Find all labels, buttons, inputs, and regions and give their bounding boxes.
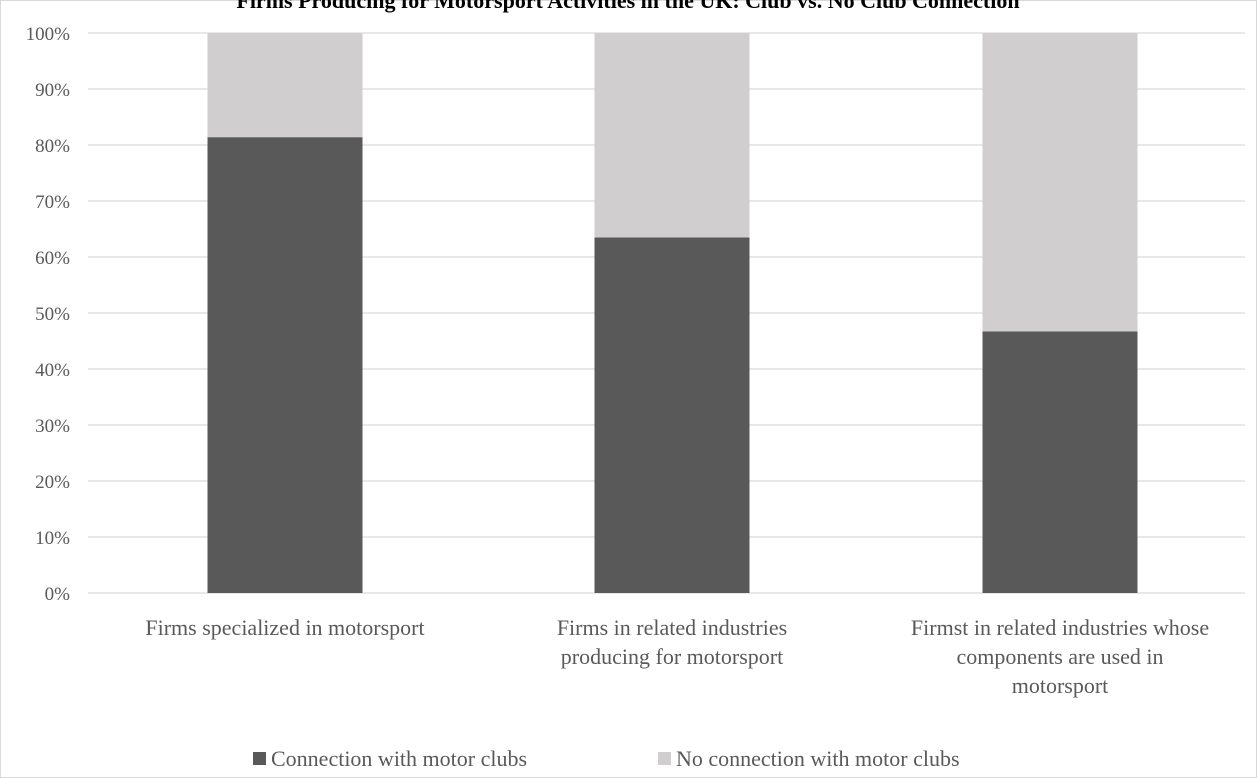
y-tick-label: 0% — [45, 584, 71, 605]
bar-segment — [207, 33, 363, 138]
y-tick-label: 10% — [35, 528, 70, 549]
y-tick-label: 20% — [35, 472, 70, 493]
legend-swatch — [658, 752, 671, 765]
y-axis-ticks: 0% 10% 20% 30% 40% 50% 60% 70% 80% 90% 100% — [26, 24, 71, 605]
legend-label: No connection with motor clubs — [676, 746, 960, 771]
y-tick-label: 30% — [35, 416, 70, 437]
y-tick-label: 100% — [26, 24, 71, 45]
bar-segment — [207, 137, 363, 593]
x-axis-categories: Firms specialized in motorsport Firms in … — [145, 615, 1209, 698]
bar-segment — [594, 33, 750, 238]
x-category-label: motorsport — [1012, 673, 1109, 698]
legend-swatch — [253, 752, 266, 765]
legend: Connection with motor clubs No connection… — [253, 746, 960, 771]
y-tick-label: 60% — [35, 248, 70, 269]
legend-label: Connection with motor clubs — [271, 746, 527, 771]
bar-segment — [982, 331, 1138, 593]
bar-segment — [982, 33, 1138, 332]
y-tick-label: 80% — [35, 136, 70, 157]
x-category-label: Firms specialized in motorsport — [145, 615, 424, 640]
bar-segment — [594, 237, 750, 593]
y-tick-label: 40% — [35, 360, 70, 381]
x-category-label: components are used in — [956, 644, 1163, 669]
x-category-label: Firmst in related industries whose — [911, 615, 1209, 640]
y-tick-label: 50% — [35, 304, 70, 325]
y-tick-label: 90% — [35, 80, 70, 101]
chart-title: Firms Producing for Motorsport Activitie… — [236, 0, 1019, 13]
y-tick-label: 70% — [35, 192, 70, 213]
x-category-label: Firms in related industries — [557, 615, 787, 640]
bars — [207, 33, 1138, 593]
x-category-label: producing for motorsport — [561, 644, 783, 669]
